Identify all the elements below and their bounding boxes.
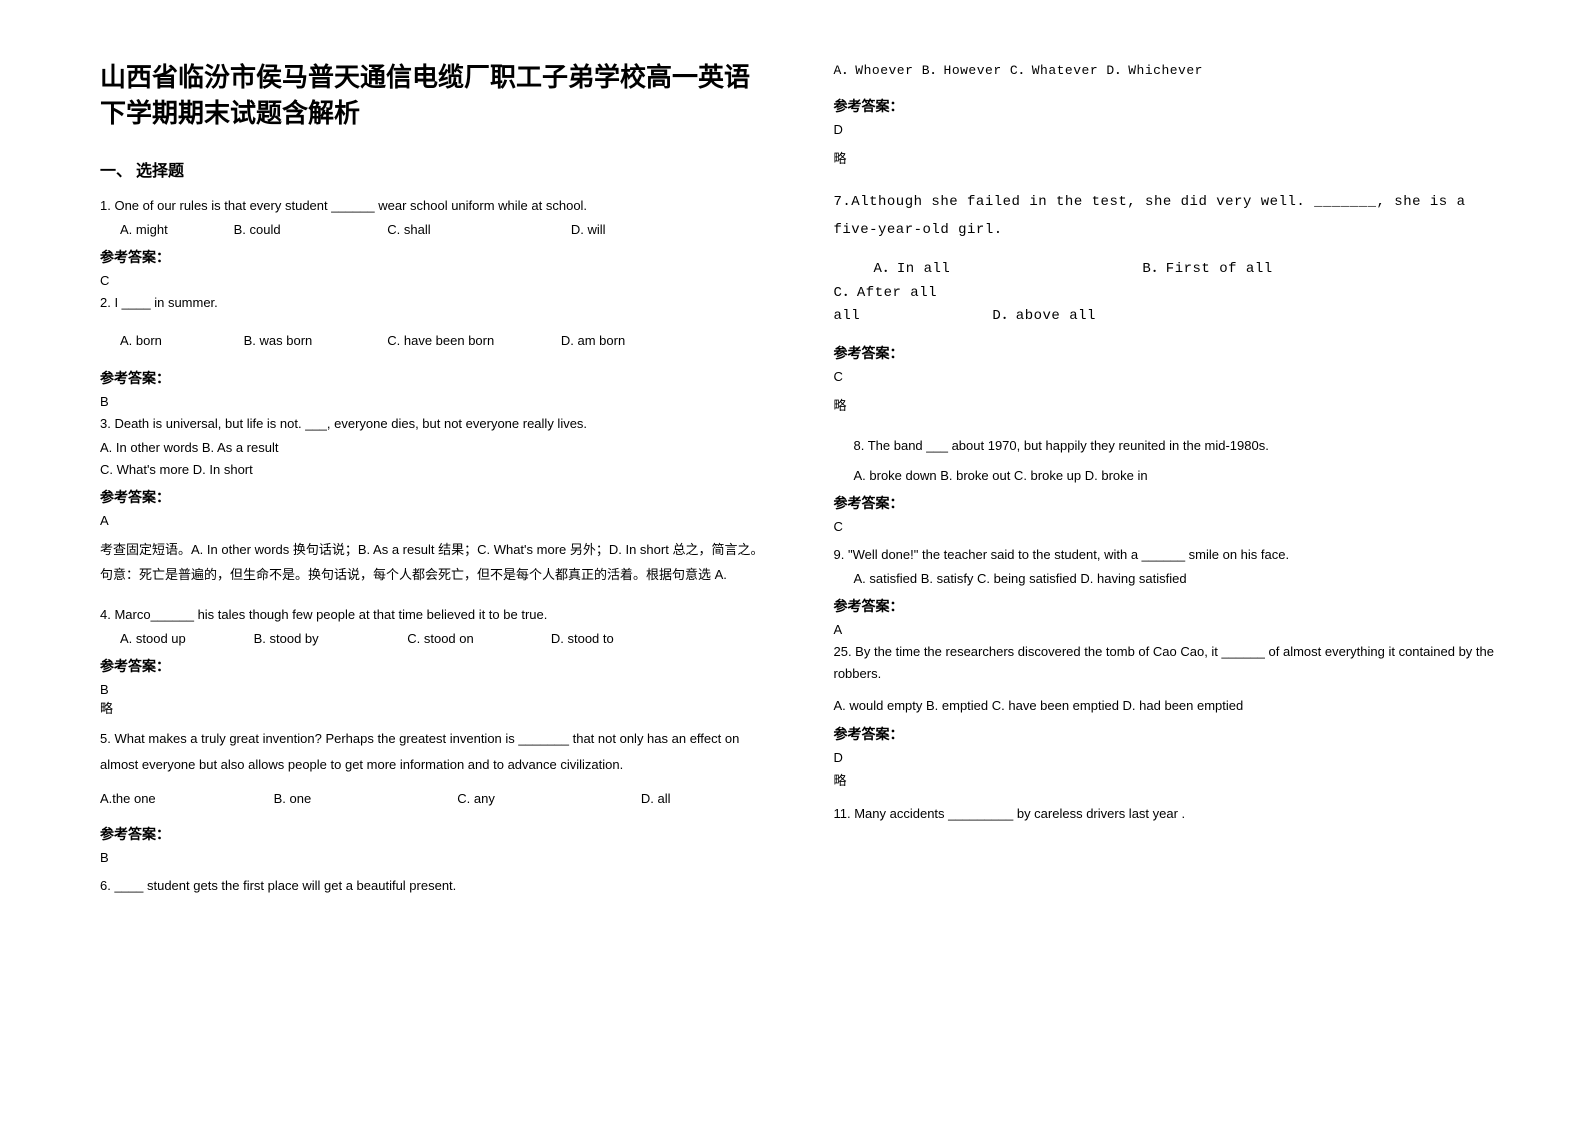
q6-text: 6. ____ student gets the first place wil… bbox=[100, 875, 774, 897]
q4-answer-label: 参考答案： bbox=[100, 656, 774, 676]
q6-note: 略 bbox=[834, 147, 1508, 172]
q1-optA: A. might bbox=[120, 219, 230, 241]
q4-optD: D. stood to bbox=[551, 628, 614, 650]
q3-answer: A bbox=[100, 513, 774, 528]
q11-text: 11. Many accidents _________ by careless… bbox=[834, 803, 1508, 825]
q2-optD: D. am born bbox=[561, 330, 625, 352]
q9-options: A. satisfied B. satisfy C. being satisfi… bbox=[834, 568, 1508, 590]
q5-text: 5. What makes a truly great invention? P… bbox=[100, 726, 774, 778]
q7-optB: B．First of all bbox=[1142, 258, 1422, 282]
q5-optB: B. one bbox=[274, 788, 454, 810]
q6-answer: D bbox=[834, 122, 1508, 137]
q7-optC: C．After all bbox=[834, 282, 938, 306]
q2-optB: B. was born bbox=[244, 330, 384, 352]
q8-answer-label: 参考答案： bbox=[834, 493, 1508, 513]
q10-answer: D bbox=[834, 750, 1508, 765]
q5-optA: A.the one bbox=[100, 788, 270, 810]
q3-text: 3. Death is universal, but life is not. … bbox=[100, 413, 774, 435]
q1-optD: D. will bbox=[571, 219, 606, 241]
q9-answer: A bbox=[834, 622, 1508, 637]
q7-optD: D．above all bbox=[992, 305, 1096, 329]
q2-text: 2. I ____ in summer. bbox=[100, 292, 774, 314]
q9-answer-label: 参考答案： bbox=[834, 596, 1508, 616]
q1-answer-label: 参考答案： bbox=[100, 247, 774, 267]
section-heading: 一、 选择题 bbox=[100, 157, 774, 181]
q3-lineA: A. In other words B. As a result bbox=[100, 437, 774, 459]
page: 山西省临汾市侯马普天通信电缆厂职工子弟学校高一英语下学期期末试题含解析 一、 选… bbox=[0, 0, 1587, 1122]
q3-explain: 考查固定短语。A. In other words 换句话说；B. As a re… bbox=[100, 538, 774, 587]
q7-answer: C bbox=[834, 369, 1508, 384]
q7-answer-label: 参考答案： bbox=[834, 343, 1508, 363]
q8-options: A. broke down B. broke out C. broke up D… bbox=[834, 465, 1508, 487]
q4-text: 4. Marco______ his tales though few peop… bbox=[100, 604, 774, 626]
q3-lineB: C. What's more D. In short bbox=[100, 459, 774, 481]
q10-answer-label: 参考答案： bbox=[834, 724, 1508, 744]
q8-answer: C bbox=[834, 519, 1508, 534]
q10-note: 略 bbox=[834, 769, 1508, 794]
q4-optB: B. stood by bbox=[254, 628, 404, 650]
q10-options: A. would empty B. emptied C. have been e… bbox=[834, 695, 1508, 717]
q5-optD: D. all bbox=[641, 788, 671, 810]
q7-options-line2: all D．above all bbox=[834, 305, 1508, 329]
q10-text: 25. By the time the researchers discover… bbox=[834, 641, 1508, 685]
q5-options: A.the one B. one C. any D. all bbox=[100, 788, 774, 810]
left-column: 山西省临汾市侯马普天通信电缆厂职工子弟学校高一英语下学期期末试题含解析 一、 选… bbox=[100, 60, 814, 1082]
q1-optC: C. shall bbox=[387, 219, 567, 241]
q5-answer: B bbox=[100, 850, 774, 865]
q7-options-line1: A．In all B．First of all C．After all bbox=[834, 258, 1508, 306]
q1-options: A. might B. could C. shall D. will bbox=[100, 219, 774, 241]
q7-text: 7.Although she failed in the test, she d… bbox=[834, 188, 1508, 244]
q2-optA: A. born bbox=[120, 330, 240, 352]
q7-note: 略 bbox=[834, 394, 1508, 419]
q1-text: 1. One of our rules is that every studen… bbox=[100, 195, 774, 217]
q4-note: 略 bbox=[100, 697, 774, 722]
q5-answer-label: 参考答案： bbox=[100, 824, 774, 844]
q1-optB: B. could bbox=[234, 219, 384, 241]
q4-options: A. stood up B. stood by C. stood on D. s… bbox=[100, 628, 774, 650]
q4-optA: A. stood up bbox=[120, 628, 250, 650]
q2-answer-label: 参考答案： bbox=[100, 368, 774, 388]
q2-options: A. born B. was born C. have been born D.… bbox=[100, 330, 774, 352]
q5-optC: C. any bbox=[457, 788, 637, 810]
q6-options: A．Whoever B．However C．Whatever D．Whichev… bbox=[834, 60, 1508, 82]
q2-optC: C. have been born bbox=[387, 330, 557, 352]
q6-answer-label: 参考答案： bbox=[834, 96, 1508, 116]
q4-optC: C. stood on bbox=[407, 628, 547, 650]
q2-answer: B bbox=[100, 394, 774, 409]
q7-optA: A．In all bbox=[834, 258, 1134, 282]
right-column: A．Whoever B．However C．Whatever D．Whichev… bbox=[814, 60, 1508, 1082]
q1-answer: C bbox=[100, 273, 774, 288]
document-title: 山西省临汾市侯马普天通信电缆厂职工子弟学校高一英语下学期期末试题含解析 bbox=[100, 60, 774, 133]
q4-answer: B bbox=[100, 682, 774, 697]
q8-text: 8. The band ___ about 1970, but happily … bbox=[834, 435, 1508, 457]
q9-text: 9. "Well done!" the teacher said to the … bbox=[834, 544, 1508, 566]
q3-answer-label: 参考答案： bbox=[100, 487, 774, 507]
